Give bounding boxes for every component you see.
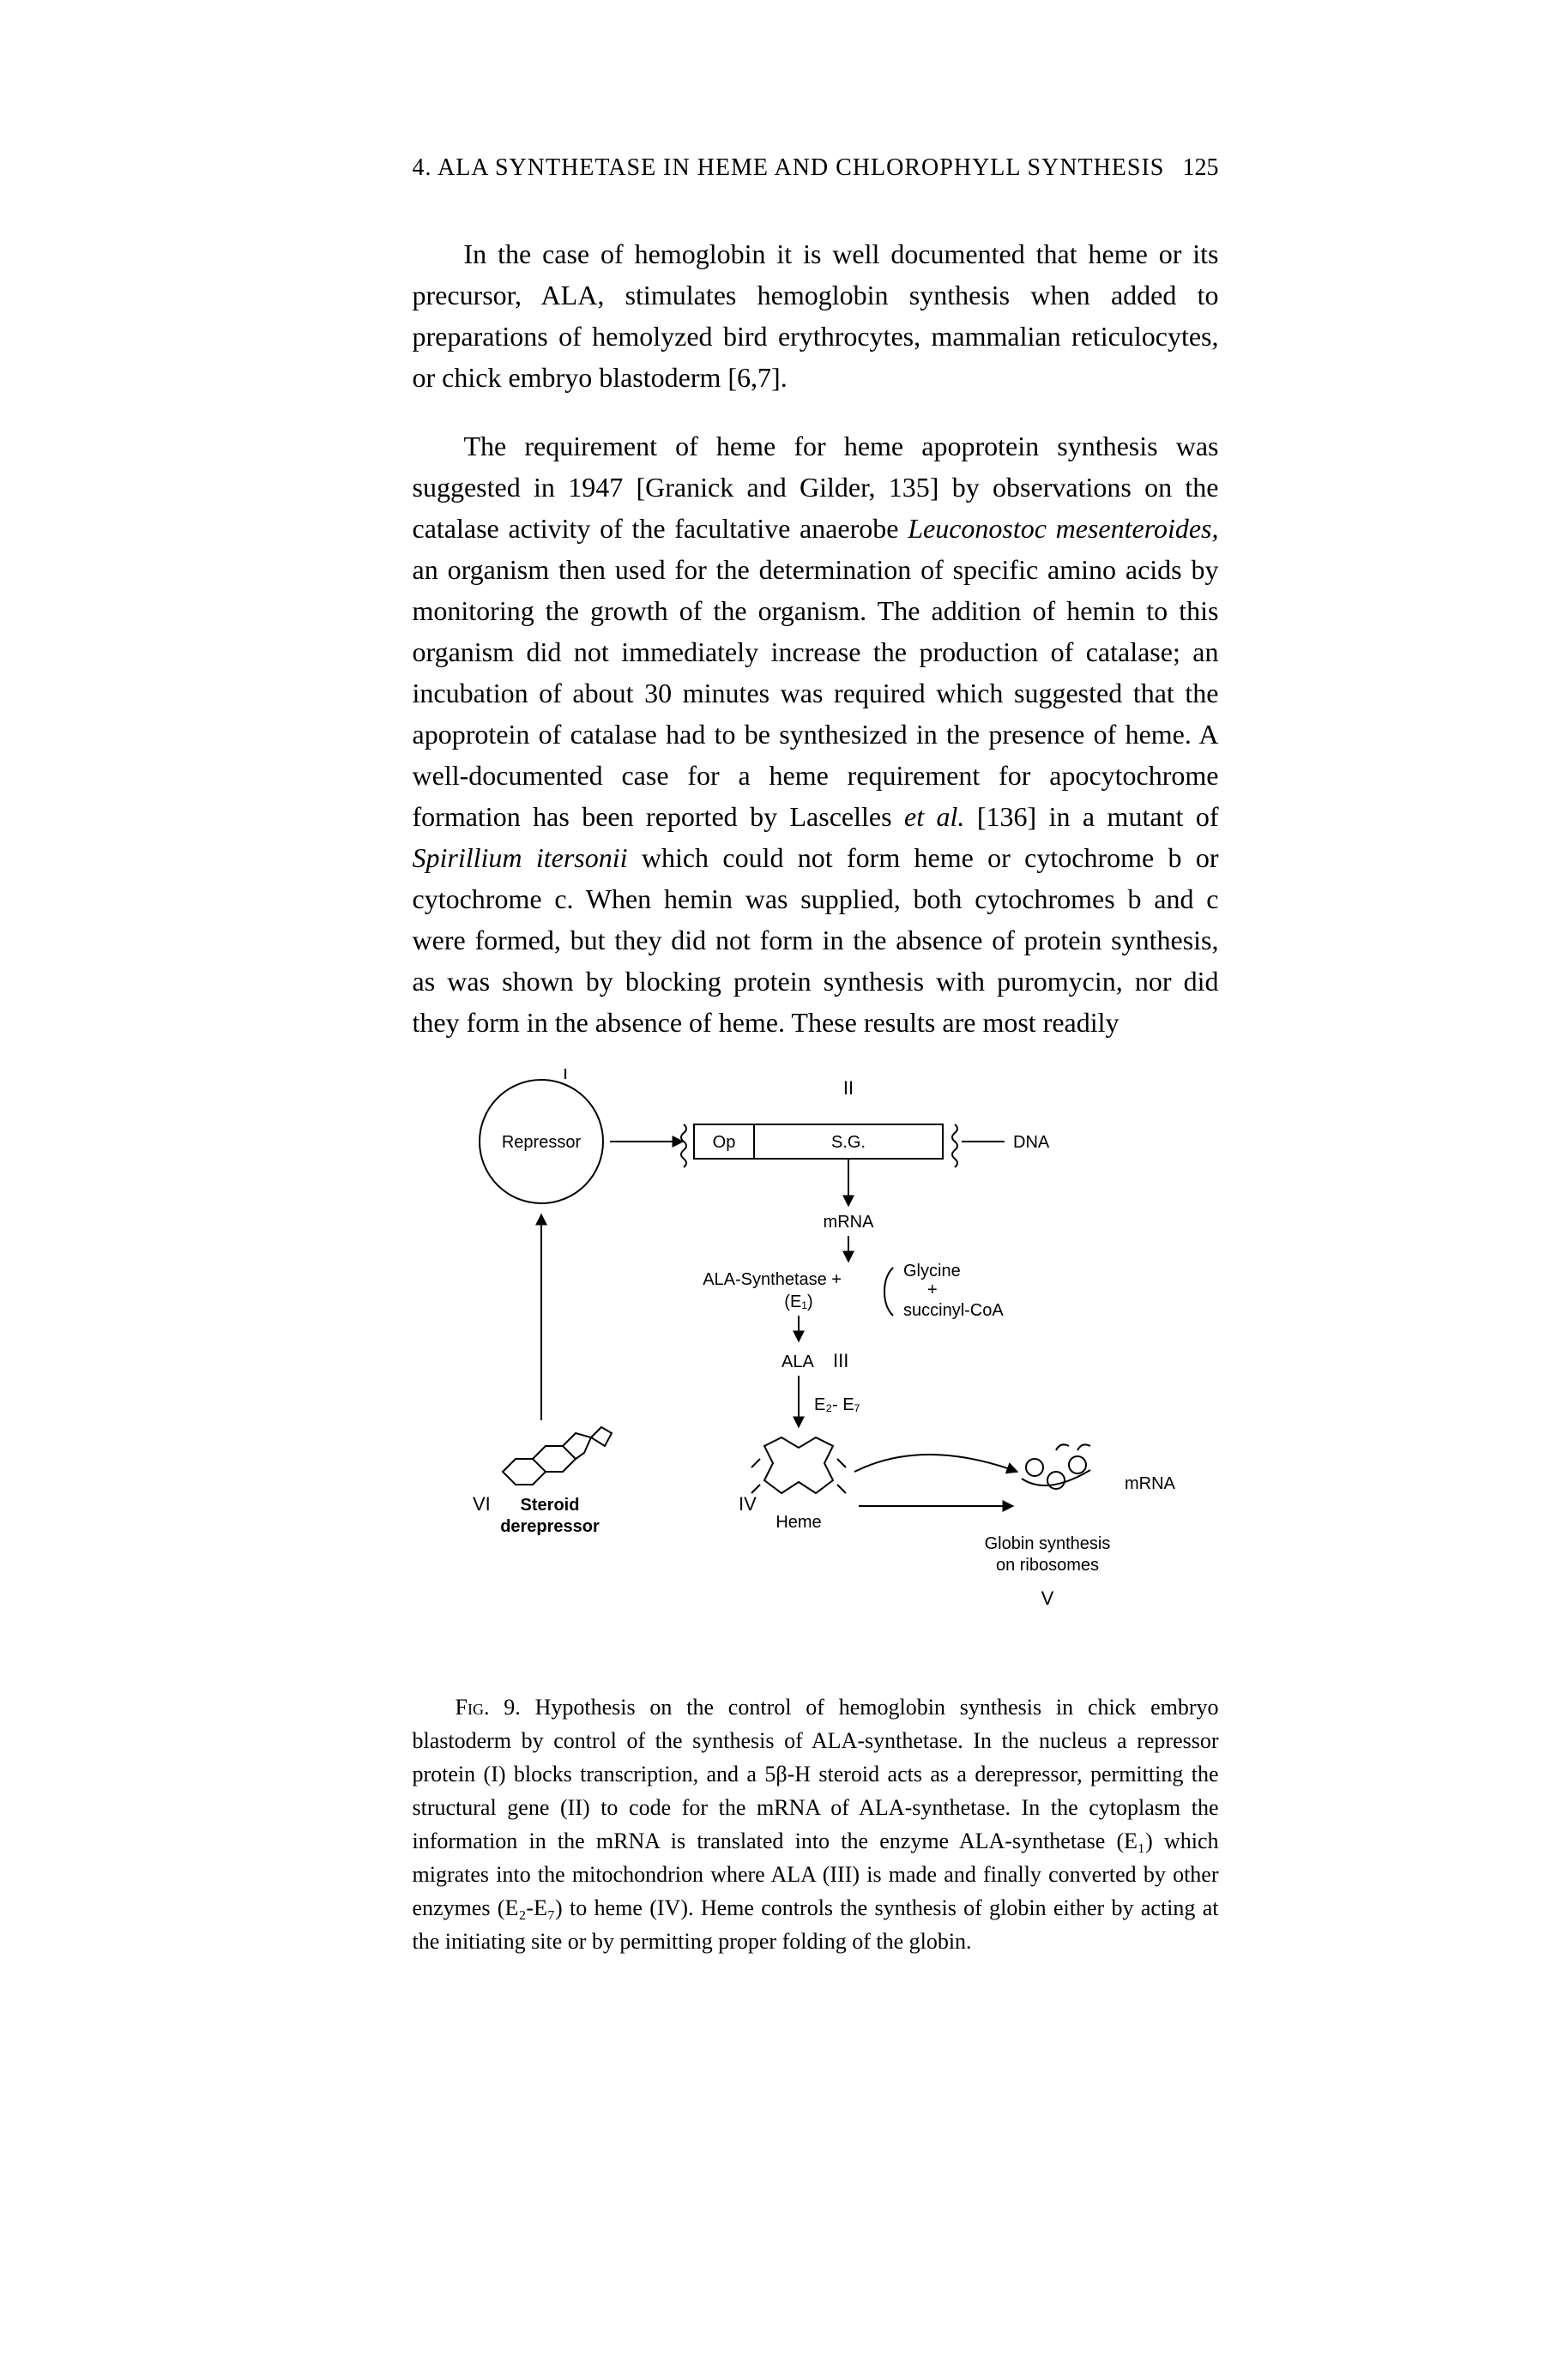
p2-it1: Leuconostoc mesenteroides, (908, 513, 1218, 544)
label-e1: (E₁) (784, 1292, 812, 1311)
label-ribosomes: on ribosomes (995, 1556, 1098, 1575)
p2-it2: et al. (904, 801, 964, 832)
page: 4. ALA SYNTHETASE IN HEME AND CHLOROPHYL… (172, 0, 1373, 2066)
label-glycine: Glycine (903, 1262, 961, 1280)
page-number: 125 (1183, 154, 1219, 182)
label-mrna1: mRNA (823, 1213, 874, 1232)
figure-9-caption: Fig. 9. Hypothesis on the control of hem… (413, 1690, 1219, 1958)
label-ala: ALA (782, 1353, 814, 1371)
header-left: 4. ALA SYNTHETASE IN HEME AND CHLOROPHYL… (413, 154, 1165, 182)
label-derepressor: derepressor (500, 1517, 600, 1536)
label-ala-syn: ALA-Synthetase + (703, 1270, 842, 1289)
paragraph-1: In the case of hemoglobin it is well doc… (413, 233, 1219, 398)
paragraph-2: The requirement of heme for heme apoprot… (413, 425, 1219, 1043)
label-IV: IV (739, 1493, 757, 1515)
label-succinyl: succinyl-CoA (903, 1301, 1004, 1320)
label-repressor: Repressor (501, 1133, 581, 1152)
figure-9: Repressor I Op S.G. II DNA mRN (430, 1069, 1202, 1656)
p2-b: an organism then used for the determinat… (413, 554, 1219, 832)
page-header: 4. ALA SYNTHETASE IN HEME AND CHLOROPHYL… (413, 154, 1219, 182)
figure-9-container: Repressor I Op S.G. II DNA mRN (413, 1069, 1219, 1656)
p2-it3: Spirillium itersonii (413, 842, 628, 873)
caption-body: Hypothesis on the control of hemoglobin … (413, 1695, 1219, 1954)
label-e2e7: E₂- E₇ (814, 1395, 860, 1414)
label-III: III (833, 1350, 848, 1371)
label-II: II (842, 1077, 853, 1099)
label-plus: + (927, 1280, 938, 1299)
label-VI: VI (473, 1493, 491, 1515)
label-steroid: Steroid (520, 1496, 579, 1515)
label-I: I (563, 1069, 568, 1083)
p2-c: [136] in a mutant of (964, 801, 1218, 832)
label-op: Op (712, 1133, 735, 1152)
section-number: 4. (413, 154, 432, 181)
label-V: V (1041, 1588, 1053, 1609)
label-dna: DNA (1013, 1133, 1050, 1152)
label-heme: Heme (776, 1513, 821, 1532)
label-mrna2: mRNA (1125, 1474, 1176, 1493)
label-globin: Globin synthesis (984, 1534, 1110, 1553)
chapter-title: ALA SYNTHETASE IN HEME AND CHLOROPHYLL S… (438, 154, 1164, 181)
caption-lead: Fig. 9. (456, 1695, 521, 1720)
label-sg: S.G. (830, 1133, 865, 1152)
